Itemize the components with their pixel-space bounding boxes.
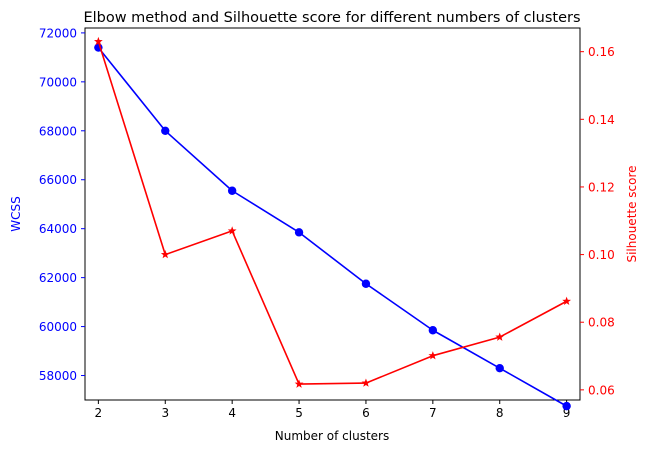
x-tick-label: 2 bbox=[95, 406, 103, 420]
x-tick-label: 6 bbox=[362, 406, 370, 420]
x-axis-ticks: 2 3 4 5 6 7 8 9 bbox=[95, 400, 571, 420]
x-tick-label: 5 bbox=[295, 406, 303, 420]
left-tick-label: 72000 bbox=[39, 26, 77, 40]
wcss-point bbox=[562, 401, 571, 411]
wcss-point bbox=[227, 186, 237, 195]
left-tick-label: 64000 bbox=[39, 222, 77, 236]
right-tick-label: 0.14 bbox=[588, 113, 615, 127]
silhouette-point bbox=[428, 351, 438, 360]
wcss-point bbox=[161, 126, 170, 135]
left-tick-label: 66000 bbox=[39, 173, 77, 187]
silhouette-point bbox=[495, 332, 505, 341]
wcss-point bbox=[361, 279, 371, 288]
left-tick-label: 58000 bbox=[39, 369, 77, 383]
silhouette-point bbox=[294, 379, 304, 388]
right-axis-label: Silhouette score bbox=[625, 165, 639, 262]
right-tick-label: 0.08 bbox=[588, 316, 615, 330]
x-tick-label: 3 bbox=[161, 406, 169, 420]
left-axis-label: WCSS bbox=[9, 196, 23, 231]
plot-frame bbox=[84, 27, 581, 401]
x-axis-label: Number of clusters bbox=[275, 429, 389, 443]
right-tick-label: 0.06 bbox=[588, 383, 615, 397]
wcss-point bbox=[428, 326, 438, 335]
left-axis-ticks: 58000 60000 62000 64000 66000 68000 70000 72000 bbox=[39, 26, 85, 383]
right-tick-label: 0.16 bbox=[588, 45, 615, 59]
x-tick-label: 8 bbox=[496, 406, 504, 420]
wcss-point bbox=[294, 228, 304, 237]
silhouette-point bbox=[160, 249, 170, 259]
right-axis-ticks: 0.06 0.08 0.10 0.12 0.14 0.16 bbox=[580, 45, 615, 397]
left-tick-label: 70000 bbox=[39, 75, 77, 89]
wcss-line bbox=[97, 47, 568, 407]
x-tick-label: 9 bbox=[563, 406, 571, 420]
right-tick-label: 0.10 bbox=[588, 248, 615, 262]
right-tick-label: 0.12 bbox=[588, 180, 615, 194]
chart-title: Elbow method and Silhouette score for di… bbox=[83, 10, 580, 26]
silhouette-line bbox=[97, 41, 567, 385]
silhouette-point bbox=[361, 378, 371, 387]
series-layer bbox=[94, 36, 571, 411]
left-tick-label: 62000 bbox=[39, 271, 77, 285]
silhouette-point bbox=[562, 296, 571, 305]
left-tick-label: 68000 bbox=[39, 124, 77, 138]
plot-area bbox=[84, 27, 581, 401]
x-tick-label: 7 bbox=[429, 406, 437, 420]
left-tick-label: 60000 bbox=[39, 320, 77, 334]
silhouette-point bbox=[227, 226, 237, 235]
x-tick-label: 4 bbox=[228, 406, 236, 420]
silhouette-point bbox=[94, 36, 103, 46]
wcss-point bbox=[495, 363, 504, 373]
